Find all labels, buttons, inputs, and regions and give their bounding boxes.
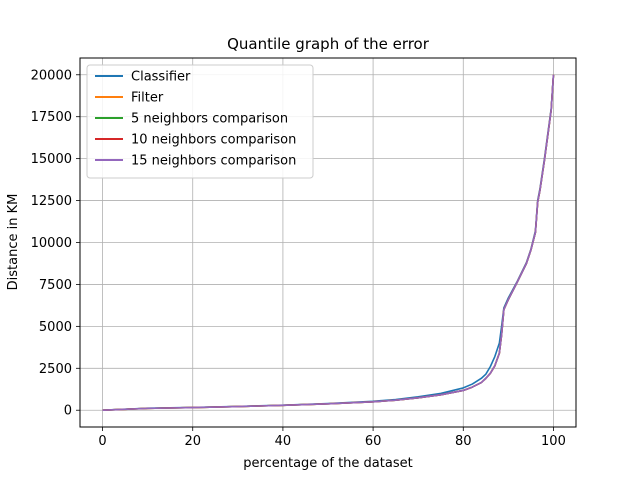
x-axis-title: percentage of the dataset	[243, 456, 412, 471]
x-tick-label: 0	[98, 434, 106, 449]
y-axis-title: Distance in KM	[6, 194, 21, 291]
y-tick-label: 0	[64, 404, 72, 419]
legend-label: 10 neighbors comparison	[131, 133, 296, 148]
x-tick-label: 20	[184, 434, 201, 449]
series-line-5	[102, 74, 555, 412]
legend-label: Filter	[131, 91, 164, 106]
y-tick-label: 12500	[31, 194, 72, 209]
legend-box	[86, 64, 314, 179]
x-tick-label: 80	[455, 434, 472, 449]
ticks-layer: 0 20 40 60 80 100 0 2500 5000 7500 10000 12500 15000…	[31, 68, 566, 449]
legend-label: Classifier	[131, 70, 191, 85]
x-tick-label: 100	[541, 434, 566, 449]
y-tick-label: 20000	[31, 68, 72, 83]
chart-title: Quantile graph of the error	[227, 35, 430, 53]
y-tick-label: 15000	[31, 152, 72, 167]
x-tick-label: 60	[365, 434, 382, 449]
y-tick-label: 2500	[39, 362, 72, 377]
x-tick-label: 40	[275, 434, 292, 449]
legend-label: 15 neighbors comparison	[131, 154, 296, 169]
y-tick-label: 17500	[31, 110, 72, 125]
y-tick-label: 7500	[39, 278, 72, 293]
legend: Classifier Filter 5 neighbors comparison 10…	[86, 64, 314, 179]
lines-layer	[102, 74, 555, 412]
y-tick-label: 5000	[39, 320, 72, 335]
y-tick-label: 10000	[31, 236, 72, 251]
legend-label: 5 neighbors comparison	[131, 112, 288, 127]
